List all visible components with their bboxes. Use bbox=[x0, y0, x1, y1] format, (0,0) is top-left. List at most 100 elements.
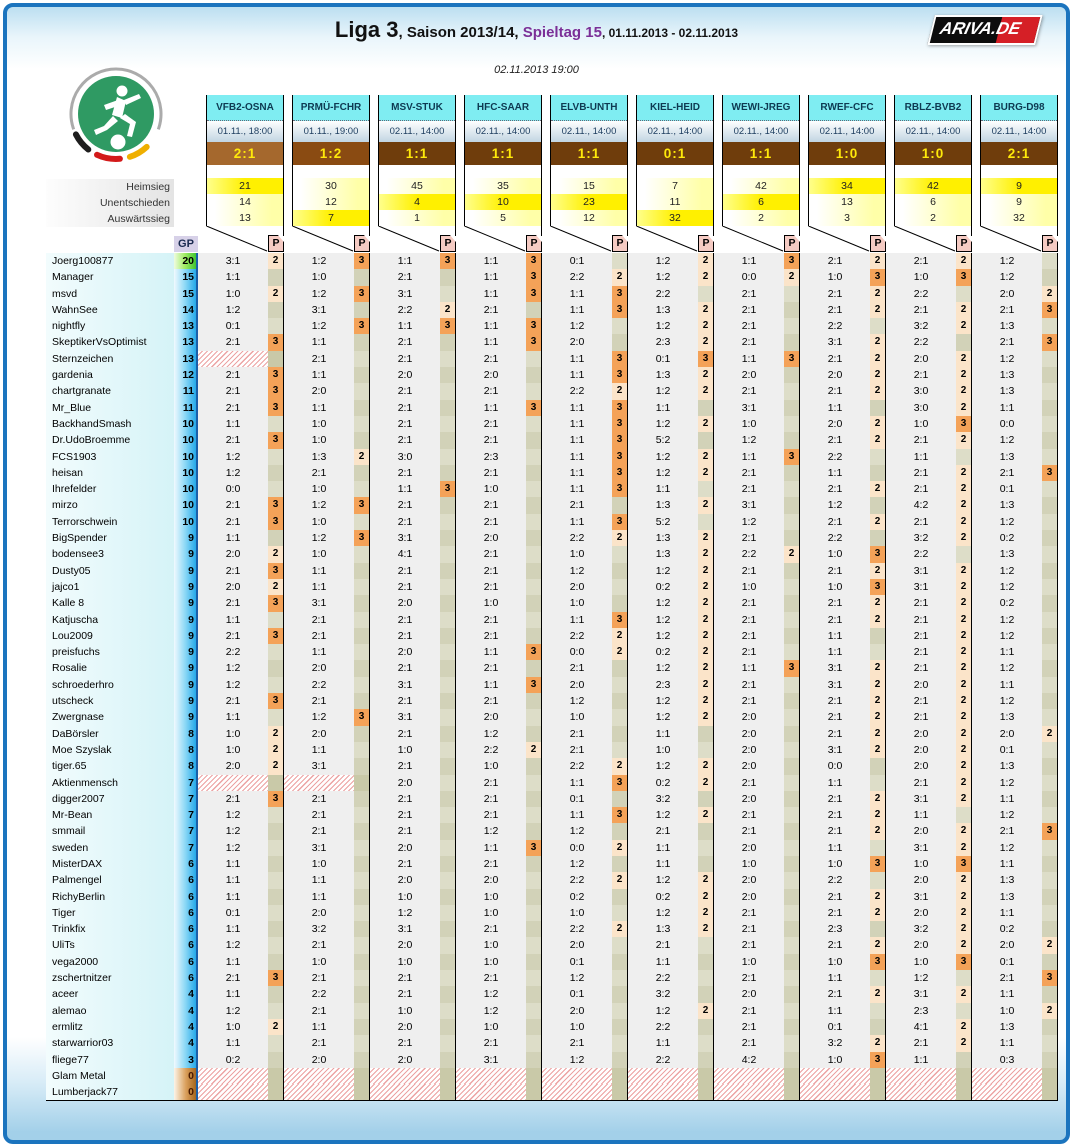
player-name: Kalle 8 bbox=[46, 595, 174, 612]
pct-away: 2 bbox=[723, 210, 799, 226]
points-cell bbox=[268, 1035, 284, 1052]
player-name: Trinkfix bbox=[46, 921, 174, 938]
player-name: UliTs bbox=[46, 937, 174, 954]
points-cell: 2 bbox=[440, 301, 456, 319]
player-row: DaBörsler 8 1:0 2 2:0 2:1 1:2 2:1 1:1 2:0 2:1 2 2:0 2… bbox=[46, 725, 1058, 742]
team-names: RBLZ-BVB2 bbox=[895, 95, 971, 121]
points-cell: 2 bbox=[956, 774, 972, 791]
prediction-cell: 1:1 bbox=[198, 872, 268, 889]
points-cell: 3 bbox=[612, 611, 628, 628]
points-cell bbox=[354, 872, 370, 889]
points-cell bbox=[784, 595, 800, 612]
player-gp: 9 bbox=[174, 676, 198, 694]
points-cell: 2 bbox=[956, 693, 972, 710]
points-cell bbox=[440, 921, 456, 938]
player-name: Sternzeichen bbox=[46, 350, 174, 368]
points-cell bbox=[526, 970, 542, 987]
prediction-cell: 1:1 bbox=[800, 839, 870, 856]
prediction-cell: 2:0 bbox=[370, 367, 440, 384]
points-cell bbox=[268, 660, 284, 677]
points-cell: 2 bbox=[268, 578, 284, 596]
points-cell bbox=[354, 350, 370, 368]
prediction-cell: 1:1 bbox=[800, 644, 870, 661]
points-cell bbox=[870, 1067, 886, 1085]
title-season: , Saison 2013/14, bbox=[398, 24, 523, 41]
points-cell bbox=[612, 709, 628, 726]
points-cell bbox=[526, 1067, 542, 1085]
prediction-cell: 1:0 bbox=[198, 725, 268, 742]
fold-area: P bbox=[456, 226, 542, 252]
prediction-cell: 2:0 bbox=[542, 334, 612, 351]
match-card: BURG-D98 02.11., 14:00 2:1 9 9 32 bbox=[980, 95, 1058, 226]
prediction-cell: 4:1 bbox=[370, 546, 440, 563]
prediction-cell: 2:1 bbox=[370, 627, 440, 645]
points-cell bbox=[354, 627, 370, 645]
player-row: Dusty05 9 2:1 3 1:1 2:1 2:1 1:2 1:2 2 2:1 2:1 2 3:1 2 1… bbox=[46, 562, 1058, 579]
points-cell bbox=[784, 399, 800, 416]
fold-line bbox=[722, 226, 800, 252]
prediction-cell: 2:0 bbox=[370, 839, 440, 856]
points-cell bbox=[268, 611, 284, 628]
prediction-cell: 2:1 bbox=[370, 970, 440, 987]
points-cell: 2 bbox=[698, 578, 714, 596]
points-cell bbox=[612, 970, 628, 987]
player-row: schroederhro 9 1:2 2:2 3:1 1:1 3 2:0 2:3 2 2:1 3:1 2… bbox=[46, 676, 1058, 694]
points-cell bbox=[612, 1051, 628, 1068]
prediction-cell: 2:1 bbox=[972, 970, 1042, 987]
prediction-cell: 1:1 bbox=[284, 334, 354, 351]
player-name: alemao bbox=[46, 1002, 174, 1019]
player-row: digger2007 7 2:1 3 2:1 2:1 2:1 0:1 3:2 2:0 2:1 2 3:1… bbox=[46, 790, 1058, 808]
prediction-cell: 3:1 bbox=[370, 709, 440, 726]
prediction-cell: 2:3 bbox=[628, 676, 698, 694]
prediction-cell: 4:2 bbox=[714, 1051, 784, 1068]
points-cell: 3 bbox=[698, 350, 714, 368]
label-away-win: Auswärtssieg bbox=[46, 211, 174, 227]
points-cell: 3 bbox=[870, 269, 886, 286]
points-cell: 2 bbox=[698, 464, 714, 482]
points-cell bbox=[1042, 790, 1058, 808]
points-cell: 2 bbox=[956, 741, 972, 759]
points-cell: 2 bbox=[870, 253, 886, 270]
points-cell bbox=[612, 693, 628, 710]
points-cell: 2 bbox=[698, 318, 714, 335]
prediction-cell: 2:0 bbox=[886, 725, 956, 742]
prediction-cell-missing bbox=[284, 774, 354, 791]
prediction-cell: 3:1 bbox=[800, 676, 870, 694]
prediction-cell: 0:1 bbox=[972, 741, 1042, 759]
player-gp: 10 bbox=[174, 513, 198, 531]
points-cell bbox=[354, 383, 370, 400]
prediction-cell-missing bbox=[972, 1084, 1042, 1101]
player-name: utscheck bbox=[46, 693, 174, 710]
ariva-logo[interactable]: ARIVA.DE bbox=[927, 15, 1043, 45]
prediction-cell: 2:1 bbox=[456, 546, 526, 563]
points-cell: 3 bbox=[526, 269, 542, 286]
player-gp: 4 bbox=[174, 1002, 198, 1019]
points-cell bbox=[1042, 872, 1058, 889]
prediction-cell: 3:1 bbox=[714, 497, 784, 514]
table-body: Joerg100877 20 3:1 2 1:2 3 1:1 3 1:1 3 0:1 1:2 2 1:1 3… bbox=[46, 253, 1058, 1102]
points-cell bbox=[526, 578, 542, 596]
points-cell bbox=[268, 644, 284, 661]
prediction-cell: 2:2 bbox=[628, 285, 698, 302]
points-cell bbox=[526, 546, 542, 563]
points-cell: 3 bbox=[1042, 301, 1058, 319]
points-cell bbox=[440, 823, 456, 840]
prediction-cell: 2:1 bbox=[800, 562, 870, 579]
prediction-cell: 2:0 bbox=[714, 741, 784, 759]
points-cell bbox=[784, 693, 800, 710]
points-cell bbox=[440, 611, 456, 628]
points-cell: 3 bbox=[268, 334, 284, 351]
gp-column-header: GP bbox=[174, 236, 198, 252]
points-cell: 2 bbox=[698, 301, 714, 319]
points-cell bbox=[1042, 318, 1058, 335]
points-cell: 2 bbox=[612, 644, 628, 661]
prediction-cell: 1:2 bbox=[198, 660, 268, 677]
points-cell bbox=[526, 855, 542, 873]
points-cell bbox=[354, 578, 370, 596]
prediction-board: Heimsieg Unentschieden Auswärtssieg GP V… bbox=[46, 92, 1058, 1102]
prediction-cell: 3:1 bbox=[800, 741, 870, 759]
points-cell bbox=[440, 839, 456, 856]
points-cell bbox=[1042, 986, 1058, 1003]
points-cell bbox=[354, 921, 370, 938]
prediction-cell: 2:1 bbox=[542, 725, 612, 742]
